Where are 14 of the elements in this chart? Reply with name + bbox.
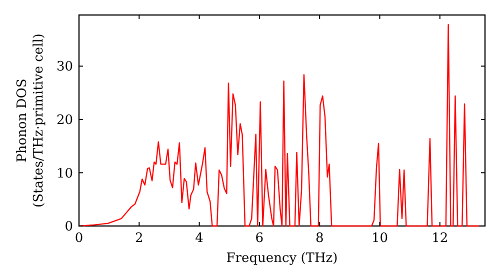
line-series xyxy=(78,24,480,227)
y-tick-label: 0 xyxy=(64,220,73,235)
x-tick-label: 2 xyxy=(135,231,144,246)
y-axis-title: Phonon DOS (States/THz·primitive cell) xyxy=(15,33,46,208)
x-tick-label: 0 xyxy=(74,231,84,246)
x-tick-label: 6 xyxy=(255,231,264,246)
x-axis-title: Frequency (THz) xyxy=(226,251,338,266)
x-tick-label: 10 xyxy=(371,231,388,246)
x-tick-label: 12 xyxy=(432,231,448,246)
x-tick-label: 8 xyxy=(315,231,324,246)
y-tick-label: 30 xyxy=(56,60,73,75)
y-tick-label: 20 xyxy=(56,112,73,128)
y-tick-label: 10 xyxy=(56,166,73,182)
x-tick-label: 4 xyxy=(195,231,204,246)
